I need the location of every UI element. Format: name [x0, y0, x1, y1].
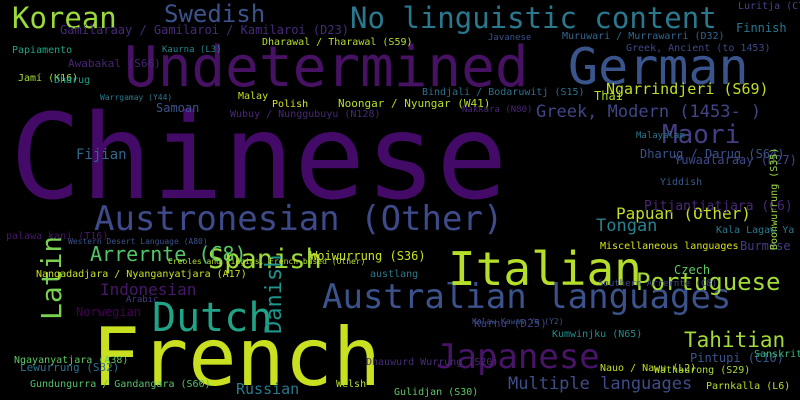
- cloud-word: austlang: [370, 269, 419, 280]
- cloud-word: palawa kani (T16): [6, 231, 109, 242]
- cloud-word: Parnkalla (L6): [706, 381, 791, 392]
- cloud-word: Ngarrindjeri (S69): [606, 80, 769, 98]
- cloud-word: Luritja (C7.1): [738, 1, 800, 12]
- cloud-word: Kalaw Kawaw Ya (Y2): [472, 317, 564, 326]
- cloud-word: Tongan: [596, 216, 658, 236]
- cloud-word: Indonesian: [100, 280, 197, 299]
- cloud-word: Wubuy / Nunggubuyu (N128): [230, 109, 381, 120]
- cloud-word: Swedish: [164, 0, 266, 28]
- cloud-word: Lewurrung (S32): [20, 361, 120, 374]
- cloud-word: Russian: [236, 380, 300, 398]
- cloud-word: Warrgamay (Y44): [100, 93, 173, 102]
- cloud-word: Norwegian: [76, 305, 142, 319]
- cloud-word: Jamí (K16): [18, 73, 79, 84]
- cloud-word: Polish: [272, 99, 309, 110]
- cloud-word: Nakkara (N80): [462, 105, 533, 115]
- cloud-word: Noongar / Nyungar (W41): [338, 97, 491, 110]
- cloud-word: Gundungurra / Gandangara (S60): [30, 379, 211, 390]
- cloud-word: German: [568, 38, 749, 96]
- cloud-word: Nauo / Nawu (L2): [600, 363, 697, 374]
- cloud-word: Nangadadjara / Nyanganyatjara (A17): [36, 269, 247, 280]
- cloud-word: Korean: [12, 1, 117, 35]
- cloud-word: Finnish: [736, 21, 787, 35]
- cloud-word: Italian: [448, 242, 642, 296]
- cloud-word: Dutch: [152, 295, 273, 341]
- cloud-word: Sanskrit: [754, 349, 800, 360]
- cloud-word: Yiddish: [660, 177, 703, 188]
- cloud-word: Portuguese: [636, 268, 781, 296]
- cloud-word: Miscellaneous languages: [600, 241, 739, 252]
- cloud-word: Austronesian (Other): [94, 199, 504, 239]
- cloud-word: Greek, Ancient (to 1453): [626, 43, 771, 54]
- cloud-word: Fijian: [76, 147, 127, 163]
- cloud-word: Burmese: [740, 239, 791, 253]
- cloud-word: Chinese: [10, 88, 508, 226]
- cloud-word: Greek, Modern (1453- ): [536, 102, 762, 122]
- cloud-word: Ngayanyatjara (A38): [14, 355, 129, 366]
- cloud-word: Woiwurrung (S36): [310, 249, 426, 263]
- cloud-word: Yuwaalaraay (D27): [674, 153, 797, 167]
- cloud-word: Dharawal / Tharawal (S59): [262, 37, 413, 48]
- cloud-word: Pitjantjatjara (C6): [644, 199, 793, 214]
- cloud-word: Arrernte (C8): [90, 242, 247, 266]
- cloud-word: Danish: [262, 254, 287, 334]
- cloud-word: Southern Arrernte (C8): [598, 279, 718, 289]
- cloud-word: Czech: [674, 263, 711, 277]
- cloud-word: Maori: [662, 120, 741, 150]
- cloud-word: Kaurna (L3): [162, 45, 222, 55]
- cloud-word: Kurnu (D25): [474, 317, 547, 330]
- cloud-word: Wathaurong (S29): [654, 365, 751, 376]
- cloud-word: Kala Lagaw Ya (Y1): [716, 225, 800, 236]
- cloud-word: Welsh: [336, 379, 367, 390]
- cloud-word: Arabic: [126, 295, 159, 305]
- cloud-word: Dhauwurd Wurrung (S20): [366, 357, 499, 368]
- cloud-word: Undetermined: [124, 35, 529, 100]
- cloud-word: Thai: [594, 89, 623, 103]
- cloud-word: Pintupi (C10): [690, 351, 784, 365]
- cloud-word: Gulidjan (S30): [394, 387, 479, 398]
- cloud-word: Malay: [238, 91, 269, 102]
- cloud-word: Creoles and Pidgins, French-based (Other…: [168, 257, 366, 266]
- cloud-word: Awabakal (S66): [68, 57, 161, 70]
- cloud-word: Dharug: [54, 75, 91, 86]
- cloud-word: French: [92, 311, 381, 400]
- cloud-word: Malayalam: [636, 131, 685, 141]
- cloud-word: Samoan: [156, 101, 200, 115]
- cloud-word: Papiamento: [12, 45, 73, 56]
- cloud-word: Gamilaraay / Gamilaroi / Kamilaroi (D23): [60, 23, 349, 37]
- cloud-word: Dharug / Darug (S64): [640, 147, 785, 161]
- cloud-word: Bindjali / Bodaruwitj (S15): [422, 87, 585, 98]
- cloud-word: Kumwinjku (N65): [552, 329, 643, 340]
- cloud-word: Tahitian: [684, 328, 786, 352]
- cloud-word: Multiple languages: [508, 374, 693, 394]
- cloud-word: Australian languages: [322, 277, 732, 317]
- cloud-word: Japanese: [436, 337, 600, 377]
- cloud-word: Western Desert Language (A80): [68, 237, 208, 246]
- cloud-word: Papuan (Other): [616, 204, 751, 223]
- cloud-word: Muruwari / Murrawarri (D32): [562, 31, 725, 42]
- cloud-word: Javanese: [488, 33, 532, 43]
- cloud-word: Spanish: [208, 244, 322, 275]
- cloud-word: No linguistic content: [350, 1, 717, 35]
